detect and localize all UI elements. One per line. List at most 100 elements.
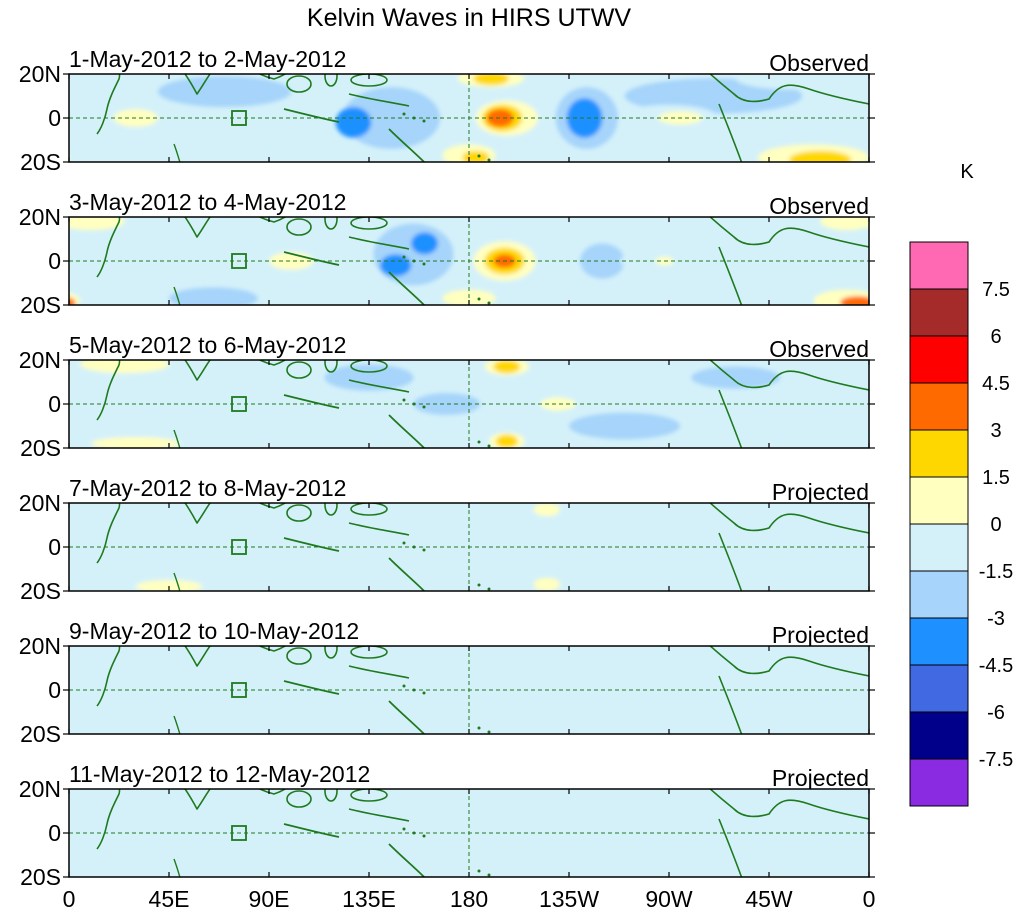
panel-status-label: Observed [769,193,869,219]
y-tick-label: 20S [20,721,61,747]
anomaly-contour-blob [135,580,203,591]
anomaly-contour-blob [857,823,869,843]
anomaly-contour-blob [840,296,869,305]
anomaly-contour-blob [846,247,869,275]
anomaly-contour-blob [411,232,438,255]
anomaly-contour-blob [491,511,581,539]
colorbar-swatch [909,523,969,572]
panel-1: 1-May-2012 to 2-May-2012 Observed 20N 0 20S [0,46,1024,175]
panel-6: 11-May-2012 to 12-May-2012 Projected 20N 0 2… [0,761,875,890]
anomaly-contour-blob [857,506,869,522]
panel-status-label: Observed [769,336,869,362]
anomaly-contour-blob [202,109,256,127]
anomaly-contour-blob [857,572,869,588]
colorbar-swatch [909,241,969,290]
panels-group: 1-May-2012 to 2-May-2012 Observed 20N 0 20S 3… [0,46,1024,890]
x-tick-label: 90W [645,886,693,912]
panel-status-label: Projected [772,479,869,505]
colorbar-level-label: 3 [990,420,1001,442]
x-tick-label: 45E [149,886,190,912]
colorbar-swatch [909,711,969,760]
y-tick-label: 20N [19,776,61,802]
colorbar-swatch [909,664,969,713]
anomaly-contour-blob [373,223,454,286]
colorbar-level-label: -3 [987,608,1005,630]
x-tick-label: 135W [539,886,599,912]
anomaly-contour-blob [80,360,169,374]
y-tick-label: 0 [48,105,61,131]
anomaly-contour-blob [91,437,181,448]
colorbar-swatch [909,476,969,525]
anomaly-contour-blob [69,701,247,732]
anomaly-contour-blob [635,536,747,558]
anomaly-contour-blob [69,652,247,684]
anomaly-contour-blob [569,412,681,440]
colorbar: K 7.5 6 4.5 3 1.5 0 -1.5 -3 -4.5 -6 -7.5 [909,161,1013,807]
x-axis: 0 45E 90E 135E 180 135W 90W 45W 0 [63,886,876,912]
anomaly-contour-blob [746,503,858,525]
colorbar-swatch [909,758,969,807]
y-tick-label: 20N [19,204,61,230]
colorbar-swatch [909,617,969,666]
anomaly-contour-blob [0,78,2,113]
colorbar-level-label: 0 [990,514,1001,536]
panel-3: 5-May-2012 to 6-May-2012 Observed 20N 0 20S [19,332,875,461]
panel-date-range: 7-May-2012 to 8-May-2012 [69,475,346,501]
y-tick-label: 0 [48,677,61,703]
colorbar-level-label: -6 [987,702,1005,724]
colorbar-swatch [909,429,969,478]
anomaly-contour-blob [69,217,74,227]
y-tick-label: 0 [48,534,61,560]
y-tick-label: 20N [19,347,61,373]
x-tick-label: 135E [342,886,396,912]
anomaly-contour-blob [735,74,847,90]
chart-title: Kelvin Waves in HIRS UTWV [307,4,631,32]
anomaly-contour-blob [69,503,214,530]
colorbar-swatch [909,382,969,431]
anomaly-contour-blob [69,297,76,305]
y-tick-label: 20S [20,435,61,461]
anomaly-contour-blob [691,366,781,389]
colorbar-level-label: -4.5 [979,655,1013,677]
anomaly-contour-blob [69,217,125,231]
colorbar-swatch [909,570,969,619]
anomaly-contour-blob [473,74,509,85]
panel-date-range: 9-May-2012 to 10-May-2012 [69,618,359,644]
colorbar-level-label: 1.5 [982,467,1010,489]
anomaly-contour-blob [493,360,521,374]
anomaly-contour-blob [335,107,372,138]
anomaly-contour-blob [746,800,858,822]
anomaly-contour-blob [533,503,561,517]
anomaly-contour-blob [513,665,647,693]
anomaly-contour-blob [486,109,514,127]
y-tick-label: 20S [20,292,61,318]
anomaly-contour-blob [0,800,58,822]
panel-date-range: 1-May-2012 to 2-May-2012 [69,46,346,72]
panel-date-range: 3-May-2012 to 4-May-2012 [69,189,346,215]
x-tick-label: 0 [863,886,876,912]
anomaly-contour-blob [69,243,181,279]
anomaly-contour-blob [0,694,13,720]
anomaly-contour-blob [533,577,561,591]
anomaly-contour-blob [380,254,412,277]
panel-date-range: 11-May-2012 to 12-May-2012 [69,761,370,787]
anomaly-contour-blob [1009,243,1024,278]
panel-status-label: Observed [769,50,869,76]
colorbar-units-label: K [960,161,974,183]
y-tick-label: 20S [20,149,61,175]
anomaly-contour-blob [413,393,481,415]
colorbar-swatch [909,288,969,337]
colorbar-level-label: -7.5 [979,749,1013,771]
anomaly-contour-blob [789,151,852,162]
anomaly-contour-blob [540,397,576,411]
colorbar-level-label: 4.5 [982,373,1010,395]
y-tick-label: 0 [48,391,61,417]
anomaly-contour-blob [535,815,692,851]
x-tick-label: 45W [745,886,793,912]
anomaly-contour-blob [1002,109,1024,127]
colorbar-level-label: 7.5 [982,279,1010,301]
panel-date-range: 5-May-2012 to 6-May-2012 [69,332,346,358]
anomaly-contour-blob [958,76,1024,107]
colorbar-level-label: -1.5 [979,561,1013,583]
